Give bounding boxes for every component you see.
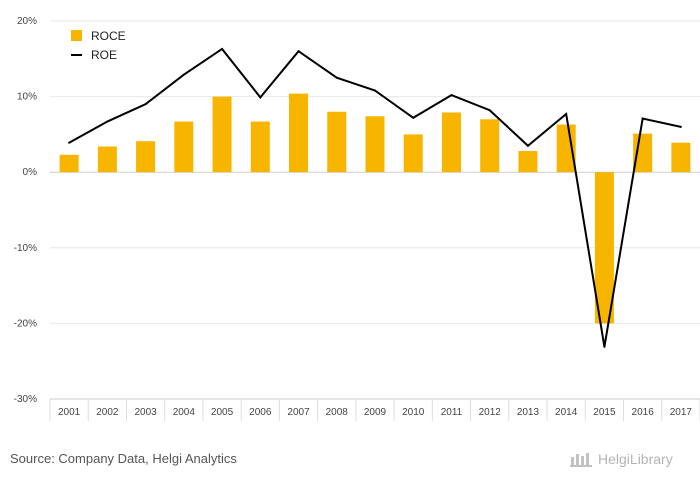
x-tick-label: 2007	[287, 407, 310, 418]
point-roe-2013	[526, 144, 529, 147]
x-tick-label: 2015	[593, 407, 616, 418]
x-tick-label: 2002	[96, 407, 119, 418]
line-roe	[68, 47, 682, 348]
point-roe-2001	[68, 141, 71, 144]
bar-roce-2015	[594, 172, 614, 324]
point-roe-2011	[450, 94, 453, 97]
x-tick-label: 2001	[58, 407, 81, 418]
bar-roce-2008	[327, 111, 347, 173]
bar-roce-2017	[671, 142, 691, 173]
x-tick-label: 2013	[517, 407, 540, 418]
bar-roce-2001	[59, 154, 79, 173]
x-tick-label: 2010	[402, 407, 425, 418]
point-roe-2006	[259, 96, 262, 99]
bar-roce-2011	[441, 112, 461, 173]
bar-roce-2014	[556, 124, 576, 173]
bar-roce-2006	[250, 121, 270, 173]
point-roe-2002	[106, 120, 109, 123]
point-roe-2016	[641, 117, 644, 120]
bar-roce-2010	[403, 134, 423, 173]
bar-roce-2007	[289, 93, 309, 173]
legend-label-roce: ROCE	[91, 29, 126, 43]
chart: 20% 10% 0% -10% -20% -30% 2001 2002 2003 2004 2005…	[14, 16, 700, 421]
point-roe-2003	[144, 103, 147, 106]
point-roe-2017	[679, 125, 682, 128]
y-tick-label: 0%	[23, 167, 38, 178]
bar-roce-2003	[136, 141, 156, 173]
brand-name: HelgiLibrary	[598, 451, 673, 467]
x-tick-label: 2014	[555, 407, 578, 418]
x-tick-label: 2012	[479, 407, 502, 418]
bar-roce-2012	[480, 119, 500, 173]
point-roe-2007	[297, 50, 300, 53]
x-tick-label: 2006	[249, 407, 272, 418]
legend: ROCE ROE	[71, 29, 126, 62]
point-roe-2015	[603, 345, 606, 348]
legend-label-roe: ROE	[91, 48, 117, 62]
x-tick-label: 2016	[632, 407, 655, 418]
legend-swatch-roce	[71, 30, 82, 41]
point-roe-2004	[182, 73, 185, 76]
bar-roce-2002	[97, 146, 117, 173]
y-tick-label: -20%	[14, 318, 37, 329]
x-tick-label: 2005	[211, 407, 234, 418]
point-roe-2005	[221, 47, 224, 50]
y-tick-label: 20%	[17, 16, 37, 27]
x-tick-label: 2003	[134, 407, 157, 418]
brand-logo: HelgiLibrary	[570, 449, 673, 469]
x-tick-label: 2017	[670, 407, 693, 418]
y-tick-label: -10%	[14, 243, 37, 254]
point-roe-2009	[374, 89, 376, 92]
library-icon	[570, 453, 592, 467]
y-tick-label: -30%	[14, 394, 37, 405]
source-note: Source: Company Data, Helgi Analytics	[10, 451, 237, 466]
point-roe-2010	[412, 116, 415, 119]
bar-roce-2005	[212, 96, 232, 173]
bar-roce-2013	[518, 151, 538, 173]
x-tick-label: 2011	[441, 407, 463, 418]
x-tick-label: 2008	[326, 407, 349, 418]
x-tick-label: 2009	[364, 407, 387, 418]
point-roe-2014	[565, 112, 568, 115]
bar-roce-2009	[365, 116, 385, 173]
point-roe-2012	[488, 109, 491, 112]
bar-roce-2004	[174, 121, 194, 173]
x-tick-label: 2004	[173, 407, 196, 418]
point-roe-2008	[335, 76, 338, 79]
y-tick-label: 10%	[17, 92, 37, 103]
